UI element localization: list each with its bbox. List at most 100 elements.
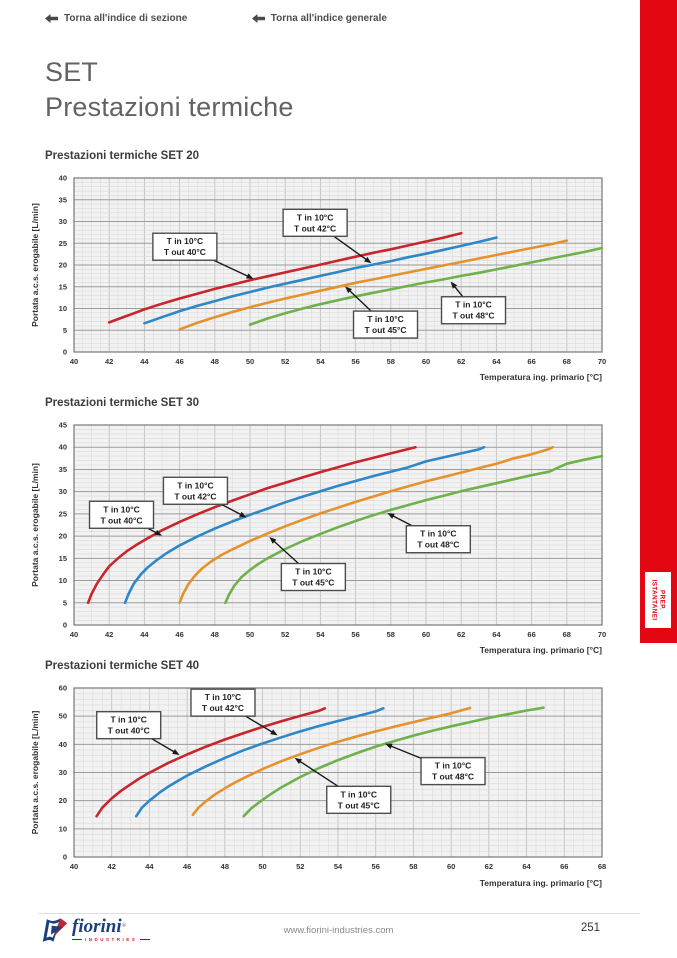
chart-section-title-set30: Prestazioni termiche SET 30 bbox=[45, 397, 200, 409]
svg-text:68: 68 bbox=[598, 862, 606, 871]
svg-text:10: 10 bbox=[59, 304, 67, 313]
svg-text:64: 64 bbox=[522, 862, 531, 871]
svg-text:60: 60 bbox=[447, 862, 455, 871]
side-tab-prep-istantanei: PREP. ISTANTANEI bbox=[645, 572, 671, 628]
svg-text:56: 56 bbox=[372, 862, 380, 871]
svg-text:44: 44 bbox=[140, 357, 149, 366]
svg-text:5: 5 bbox=[63, 326, 67, 335]
svg-text:35: 35 bbox=[59, 465, 67, 474]
svg-text:54: 54 bbox=[316, 357, 325, 366]
svg-text:T out 40°C: T out 40°C bbox=[164, 247, 206, 257]
svg-text:62: 62 bbox=[457, 630, 465, 639]
svg-text:30: 30 bbox=[59, 217, 67, 226]
svg-text:20: 20 bbox=[59, 796, 67, 805]
svg-text:T out 48°C: T out 48°C bbox=[452, 311, 494, 321]
svg-text:T in 10°C: T in 10°C bbox=[167, 236, 203, 246]
svg-text:66: 66 bbox=[527, 357, 535, 366]
svg-text:46: 46 bbox=[183, 862, 191, 871]
svg-text:54: 54 bbox=[316, 630, 325, 639]
chart-set20: 40 42 44 46 48 50 52 54 56 58 60 62 64 66 68 70 0 5 10 15 20… bbox=[0, 166, 648, 386]
svg-text:T in 10°C: T in 10°C bbox=[177, 480, 213, 490]
svg-text:0: 0 bbox=[63, 621, 67, 630]
svg-text:42: 42 bbox=[105, 630, 113, 639]
link-general-index[interactable]: Torna all'indice generale bbox=[251, 13, 387, 24]
chart-section-title-set20: Prestazioni termiche SET 20 bbox=[45, 150, 200, 162]
svg-text:54: 54 bbox=[334, 862, 343, 871]
svg-text:T out 40°C: T out 40°C bbox=[108, 726, 150, 736]
svg-text:60: 60 bbox=[422, 357, 430, 366]
svg-text:5: 5 bbox=[63, 598, 67, 607]
link-section-index-label: Torna all'indice di sezione bbox=[64, 13, 188, 24]
svg-text:T out 42°C: T out 42°C bbox=[174, 491, 216, 501]
svg-text:60: 60 bbox=[59, 684, 67, 693]
svg-text:58: 58 bbox=[409, 862, 417, 871]
svg-text:T in 10°C: T in 10°C bbox=[205, 692, 241, 702]
page-title: SET Prestazioni termiche bbox=[45, 57, 294, 122]
svg-text:50: 50 bbox=[246, 357, 254, 366]
svg-text:66: 66 bbox=[527, 630, 535, 639]
svg-text:40: 40 bbox=[70, 862, 78, 871]
svg-text:66: 66 bbox=[560, 862, 568, 871]
svg-text:62: 62 bbox=[457, 357, 465, 366]
back-arrow-icon bbox=[45, 14, 58, 23]
svg-text:Portata a.c.s. erogabile [L/mi: Portata a.c.s. erogabile [L/min] bbox=[30, 463, 40, 587]
footer-divider bbox=[38, 913, 640, 914]
svg-text:T in 10°C: T in 10°C bbox=[103, 504, 139, 514]
svg-text:58: 58 bbox=[387, 357, 395, 366]
fiorini-logo-icon bbox=[42, 917, 68, 949]
svg-text:T in 10°C: T in 10°C bbox=[367, 314, 403, 324]
svg-text:T out 45°C: T out 45°C bbox=[364, 325, 406, 335]
svg-text:T in 10°C: T in 10°C bbox=[455, 300, 491, 310]
svg-text:45: 45 bbox=[59, 421, 67, 430]
svg-text:T in 10°C: T in 10°C bbox=[297, 212, 333, 222]
svg-text:10: 10 bbox=[59, 824, 67, 833]
svg-text:20: 20 bbox=[59, 261, 67, 270]
svg-text:T out 42°C: T out 42°C bbox=[294, 223, 336, 233]
svg-text:T in 10°C: T in 10°C bbox=[341, 789, 377, 799]
svg-text:46: 46 bbox=[175, 357, 183, 366]
svg-text:Portata a.c.s. erogabile [L/mi: Portata a.c.s. erogabile [L/min] bbox=[30, 203, 40, 327]
svg-text:10: 10 bbox=[59, 576, 67, 585]
svg-text:48: 48 bbox=[221, 862, 229, 871]
svg-text:25: 25 bbox=[59, 239, 67, 248]
footer-website-link[interactable]: www.fiorini-industries.com bbox=[283, 925, 394, 936]
back-arrow-icon bbox=[251, 14, 265, 23]
svg-text:T out 42°C: T out 42°C bbox=[202, 703, 244, 713]
svg-text:Temperatura ing. primario [°C]: Temperatura ing. primario [°C] bbox=[480, 645, 602, 655]
svg-text:58: 58 bbox=[387, 630, 395, 639]
svg-text:56: 56 bbox=[351, 630, 359, 639]
svg-text:50: 50 bbox=[59, 712, 67, 721]
svg-text:T in 10°C: T in 10°C bbox=[435, 761, 471, 771]
fiorini-logo-text: fiorini® bbox=[72, 916, 127, 937]
svg-text:40: 40 bbox=[59, 740, 67, 749]
svg-text:T out 45°C: T out 45°C bbox=[292, 578, 334, 588]
link-section-index[interactable]: Torna all'indice di sezione bbox=[45, 13, 187, 24]
svg-text:T out 48°C: T out 48°C bbox=[432, 772, 474, 782]
svg-text:T out 45°C: T out 45°C bbox=[338, 800, 380, 810]
svg-text:52: 52 bbox=[296, 862, 304, 871]
svg-text:Portata a.c.s. erogabile [L/mi: Portata a.c.s. erogabile [L/min] bbox=[30, 710, 40, 834]
svg-text:42: 42 bbox=[108, 862, 116, 871]
svg-text:35: 35 bbox=[59, 195, 67, 204]
link-general-index-label: Torna all'indice generale bbox=[270, 13, 387, 24]
svg-text:62: 62 bbox=[485, 862, 493, 871]
chart-section-title-set40: Prestazioni termiche SET 40 bbox=[45, 660, 200, 672]
svg-text:15: 15 bbox=[59, 282, 67, 291]
chart-set30: 40 42 44 46 48 50 52 54 56 58 60 62 64 66 68 70 0 5 10 15 20… bbox=[0, 413, 648, 658]
fiorini-logo: fiorini® INDUSTRIES bbox=[42, 916, 151, 949]
svg-text:T in 10°C: T in 10°C bbox=[110, 715, 146, 725]
fiorini-logo-subtext: INDUSTRIES bbox=[85, 937, 138, 942]
svg-text:Temperatura ing. primario [°C]: Temperatura ing. primario [°C] bbox=[480, 878, 602, 888]
svg-text:64: 64 bbox=[492, 357, 501, 366]
svg-text:40: 40 bbox=[70, 357, 78, 366]
svg-text:40: 40 bbox=[70, 630, 78, 639]
svg-text:T in 10°C: T in 10°C bbox=[420, 529, 456, 539]
chart-set40: 40 42 44 46 48 50 52 54 56 58 60 62 64 66 68 0 10 20 30 40 5… bbox=[0, 676, 648, 893]
svg-text:25: 25 bbox=[59, 509, 67, 518]
category-side-bar: PREP. ISTANTANEI bbox=[640, 0, 677, 643]
svg-text:46: 46 bbox=[175, 630, 183, 639]
svg-text:68: 68 bbox=[563, 630, 571, 639]
svg-text:30: 30 bbox=[59, 487, 67, 496]
svg-text:64: 64 bbox=[492, 630, 501, 639]
svg-text:0: 0 bbox=[63, 348, 67, 357]
